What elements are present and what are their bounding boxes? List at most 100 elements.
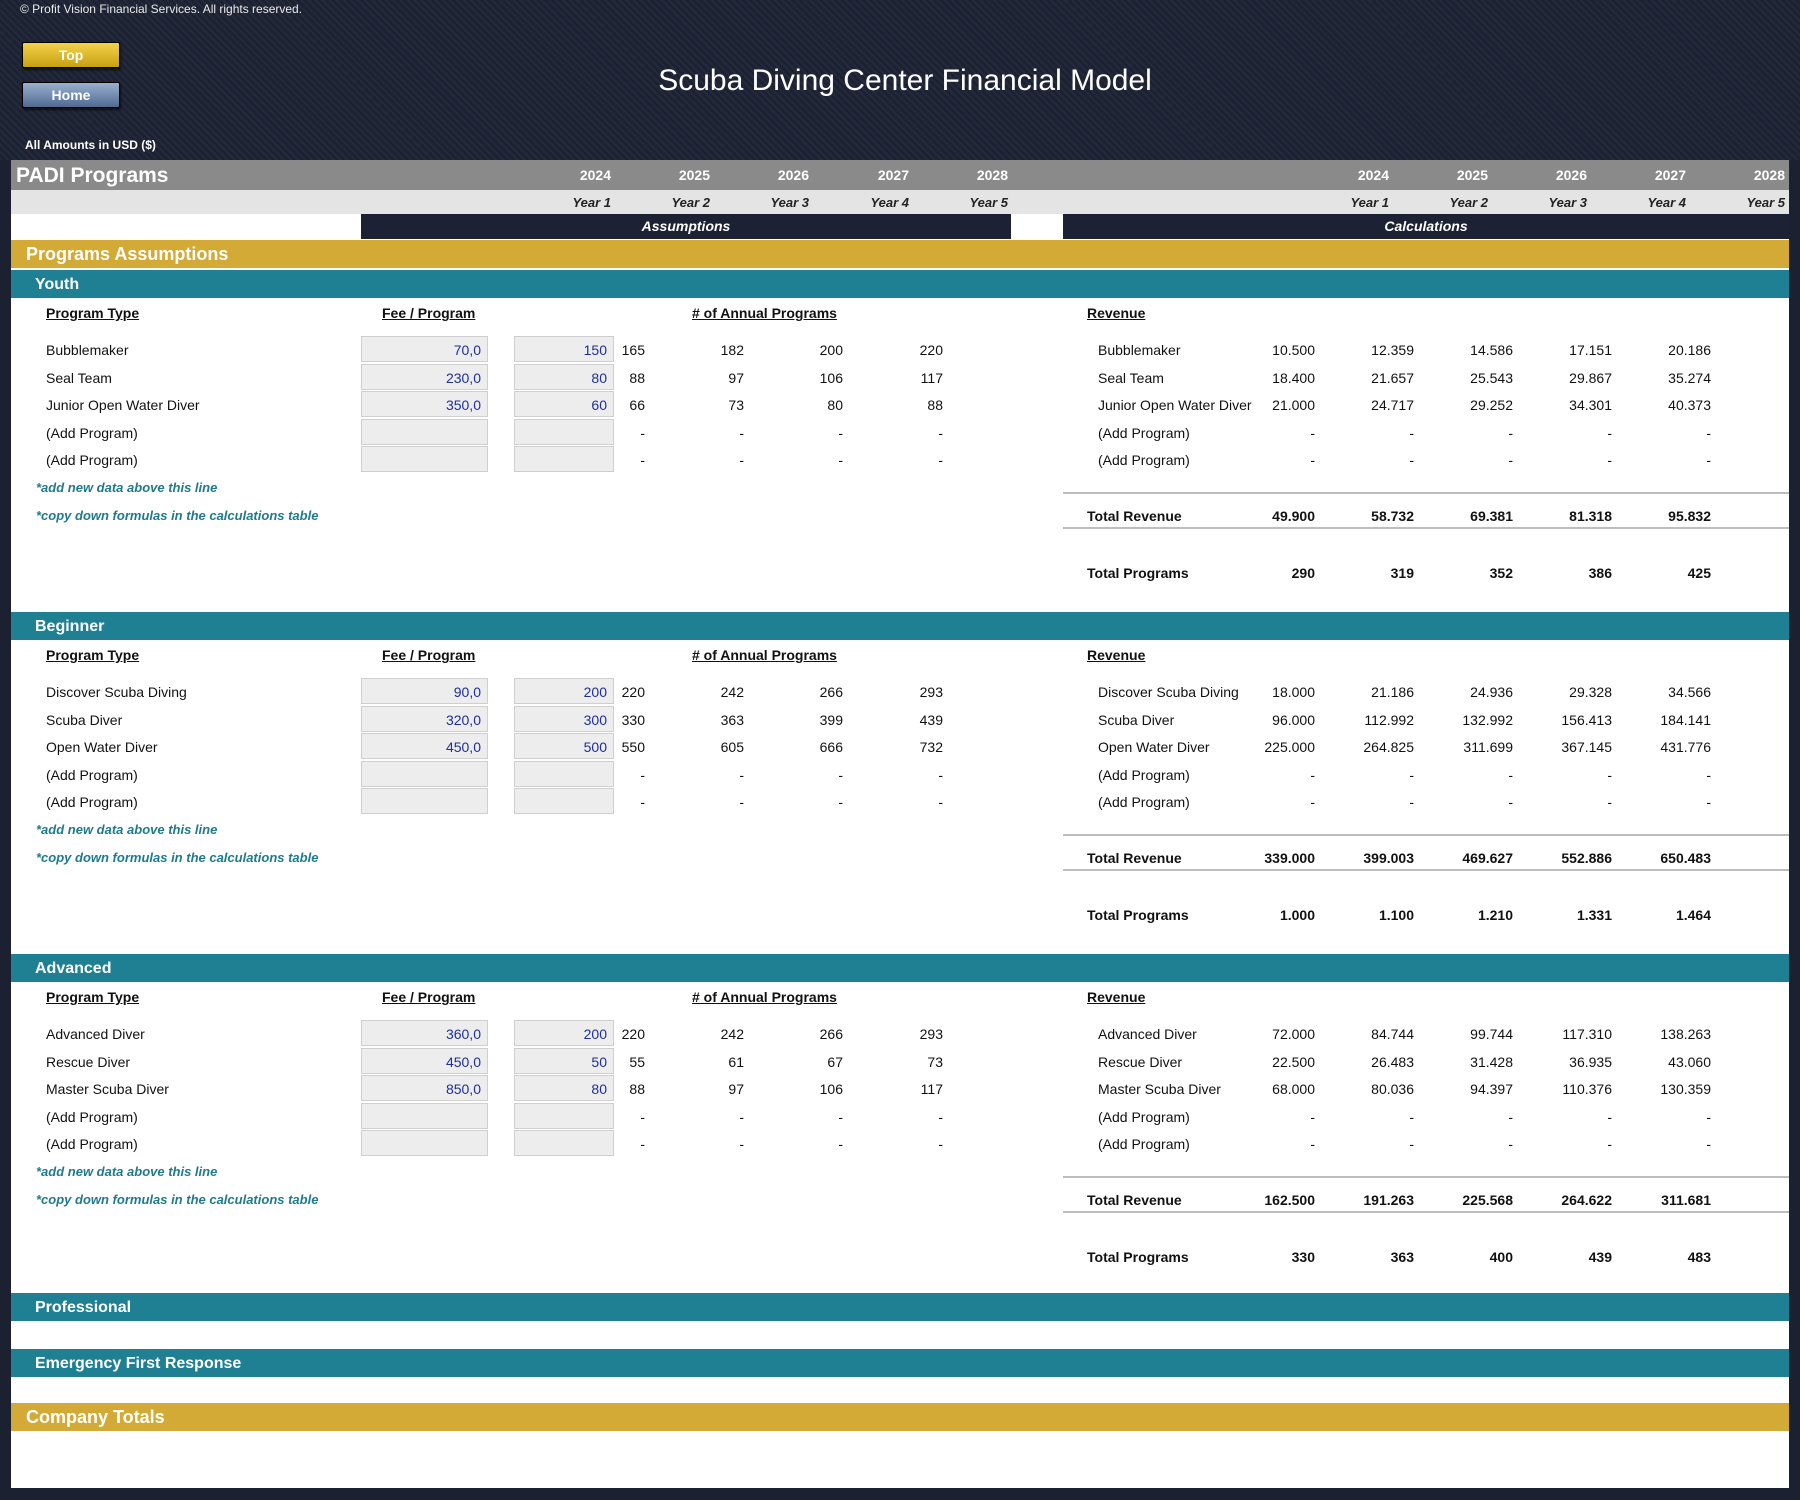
year-header: 2027 xyxy=(877,167,909,183)
fee-input[interactable]: 450,0 xyxy=(361,1047,488,1074)
revenue-program-name: Bubblemaker xyxy=(1098,342,1181,358)
annual-programs-header: # of Annual Programs xyxy=(692,989,837,1005)
base-programs-input[interactable]: 200 xyxy=(514,678,614,704)
annual-programs-cell: 73 xyxy=(728,397,744,413)
annual-programs-cell: - xyxy=(739,794,744,810)
programs-assumptions-label: Programs Assumptions xyxy=(26,244,229,264)
total-revenue-top-rule xyxy=(1063,1176,1789,1178)
annual-programs-cell: 439 xyxy=(919,711,943,728)
annual-programs-cell: 106 xyxy=(819,1081,843,1097)
revenue-cell: 138.263 xyxy=(1660,1026,1711,1042)
revenue-program-name: Junior Open Water Diver xyxy=(1098,397,1252,413)
revenue-program-name: (Add Program) xyxy=(1098,424,1190,441)
annual-programs-cell: - xyxy=(640,794,645,810)
total-programs-cell: 1.100 xyxy=(1378,907,1414,923)
revenue-program-name: (Add Program) xyxy=(1098,1108,1190,1125)
base-programs-input[interactable] xyxy=(514,788,614,814)
currency-label: All Amounts in USD ($) xyxy=(25,138,156,152)
revenue-header: Revenue xyxy=(1087,305,1146,321)
section-band[interactable]: Advanced xyxy=(11,954,1789,982)
annual-programs-cell: - xyxy=(739,452,744,468)
total-revenue-bottom-rule xyxy=(1063,1211,1789,1213)
base-programs-input[interactable]: 300 xyxy=(514,705,614,732)
base-programs-value: 80 xyxy=(591,369,607,386)
fee-input[interactable]: 70,0 xyxy=(361,336,488,362)
base-programs-input[interactable] xyxy=(514,446,614,472)
annual-programs-cell: 97 xyxy=(728,1081,744,1097)
fee-value: 230,0 xyxy=(445,369,481,386)
base-programs-input[interactable]: 150 xyxy=(514,336,614,362)
fee-input[interactable] xyxy=(361,788,488,814)
year-label: Year 2 xyxy=(671,195,710,210)
base-programs-input[interactable]: 80 xyxy=(514,1075,614,1101)
base-programs-input[interactable]: 60 xyxy=(514,391,614,417)
top-button[interactable]: Top xyxy=(22,42,120,68)
base-programs-input[interactable] xyxy=(514,1102,614,1129)
revenue-cell: 112.992 xyxy=(1364,711,1414,728)
total-programs-cell: 1.000 xyxy=(1279,907,1315,923)
total-revenue-cell: 58.732 xyxy=(1371,508,1414,524)
fee-input[interactable] xyxy=(361,446,488,472)
base-programs-input[interactable]: 80 xyxy=(514,363,614,390)
fee-value: 320,0 xyxy=(445,711,481,728)
fee-input[interactable]: 360,0 xyxy=(361,1020,488,1046)
program-type-cell: Rescue Diver xyxy=(46,1053,131,1070)
revenue-cell: 21.657 xyxy=(1371,369,1414,386)
section-band[interactable]: Beginner xyxy=(11,612,1789,640)
revenue-cell: 96.000 xyxy=(1272,711,1315,728)
fee-input[interactable]: 320,0 xyxy=(361,705,488,732)
total-programs-label: Total Programs xyxy=(1087,565,1189,581)
revenue-cell: 18.000 xyxy=(1272,684,1315,700)
program-type-cell: Open Water Diver xyxy=(46,739,158,755)
revenue-cell: 130.359 xyxy=(1660,1081,1711,1097)
total-programs-label: Total Programs xyxy=(1087,907,1189,923)
copy-formulas-note: *copy down formulas in the calculations … xyxy=(36,508,319,523)
revenue-cell: 40.373 xyxy=(1668,397,1711,413)
emergency-band[interactable]: Emergency First Response xyxy=(11,1349,1789,1377)
fee-input[interactable] xyxy=(361,760,488,787)
program-type-cell: Junior Open Water Diver xyxy=(46,397,200,413)
section-band[interactable]: Youth xyxy=(11,270,1789,298)
annual-programs-cell: 242 xyxy=(720,1026,744,1042)
base-programs-input[interactable]: 50 xyxy=(514,1047,614,1074)
annual-programs-cell: - xyxy=(938,1136,943,1152)
total-revenue-cell: 49.900 xyxy=(1272,508,1315,524)
program-type-cell: Discover Scuba Diving xyxy=(46,684,187,700)
home-button[interactable]: Home xyxy=(22,82,120,108)
revenue-program-name: Open Water Diver xyxy=(1098,739,1210,755)
revenue-cell: 21.000 xyxy=(1272,397,1315,413)
program-type-cell: (Add Program) xyxy=(46,1108,138,1125)
fee-input[interactable]: 350,0 xyxy=(361,391,488,417)
base-programs-input[interactable] xyxy=(514,760,614,787)
annual-programs-cell: 293 xyxy=(919,1026,943,1042)
revenue-cell: - xyxy=(1706,452,1711,468)
revenue-cell: - xyxy=(1607,1108,1612,1125)
fee-input[interactable]: 450,0 xyxy=(361,733,488,759)
fee-value: 90,0 xyxy=(453,684,481,700)
annual-programs-cell: 67 xyxy=(827,1053,843,1070)
revenue-cell: 431.776 xyxy=(1660,739,1711,755)
program-type-cell: (Add Program) xyxy=(46,452,138,468)
professional-band[interactable]: Professional xyxy=(11,1293,1789,1321)
revenue-cell: - xyxy=(1409,452,1414,468)
base-programs-input[interactable] xyxy=(514,418,614,445)
fee-input[interactable] xyxy=(361,1102,488,1129)
base-programs-input[interactable] xyxy=(514,1130,614,1156)
base-programs-value: 300 xyxy=(583,711,607,728)
fee-input[interactable]: 230,0 xyxy=(361,363,488,390)
total-revenue-cell: 225.568 xyxy=(1462,1192,1513,1208)
total-programs-label: Total Programs xyxy=(1087,1249,1189,1265)
base-programs-value: 200 xyxy=(583,1026,607,1042)
fee-input[interactable] xyxy=(361,1130,488,1156)
base-programs-input[interactable]: 200 xyxy=(514,1020,614,1046)
annual-programs-cell: - xyxy=(838,794,843,810)
company-totals-band: Company Totals xyxy=(11,1403,1789,1431)
base-programs-input[interactable]: 500 xyxy=(514,733,614,759)
revenue-program-name: Seal Team xyxy=(1098,369,1164,386)
fee-input[interactable]: 90,0 xyxy=(361,678,488,704)
fee-input[interactable] xyxy=(361,418,488,445)
fee-input[interactable]: 850,0 xyxy=(361,1075,488,1101)
revenue-cell: 24.936 xyxy=(1470,684,1513,700)
revenue-header: Revenue xyxy=(1087,989,1146,1005)
revenue-cell: 184.141 xyxy=(1660,711,1711,728)
